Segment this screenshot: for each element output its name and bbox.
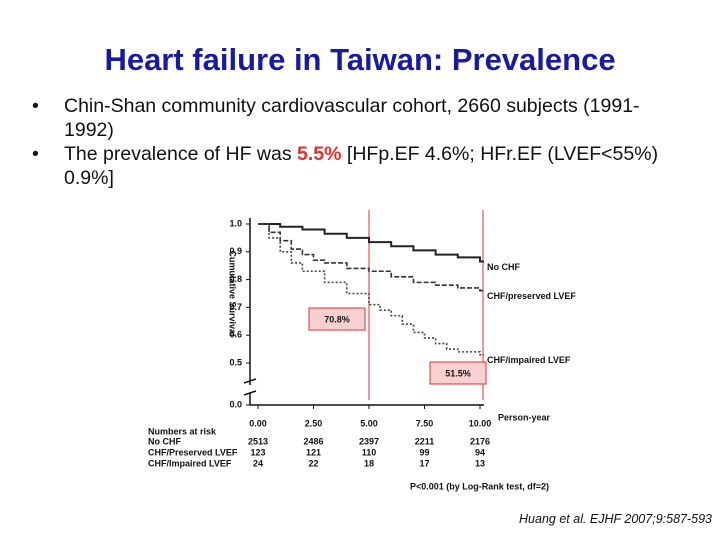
- legend-label: CHF/impaired LVEF: [487, 355, 571, 365]
- risk-value: 17: [419, 458, 429, 468]
- y-tick-label: 0.8: [229, 274, 242, 284]
- risk-row-name: CHF/Preserved LVEF: [148, 447, 238, 457]
- x-axis-label: Person-year: [498, 412, 551, 422]
- risk-value: 94: [475, 447, 485, 457]
- footnote: P<0.001 (by Log-Rank test, df=2): [410, 481, 549, 491]
- bullet: The prevalence of HF was 5.5% [HFp.EF 4.…: [28, 142, 668, 190]
- survival-curve: [258, 223, 484, 292]
- legend-label: No CHF: [487, 262, 520, 272]
- legend-label: CHF/preserved LVEF: [487, 291, 576, 301]
- bullet: Chin-Shan community cardiovascular cohor…: [28, 94, 668, 142]
- y-tick-label: 0.5: [229, 357, 242, 367]
- risk-value: 2397: [359, 436, 379, 446]
- risk-row-name: CHF/Impaired LVEF: [148, 458, 232, 468]
- annotation-box: [308, 307, 366, 331]
- bullet-text: [HFp.EF 4.6%; HFr.EF (LVEF<55%) 0.9%]: [64, 143, 659, 189]
- annotation: 70.8%: [324, 314, 350, 324]
- citation: Huang et al. EJHF 2007;9:587-593: [519, 512, 712, 526]
- y-tick-label: 0.7: [229, 302, 242, 312]
- risk-value: 22: [308, 458, 318, 468]
- annotation-box: [429, 361, 487, 385]
- bullet-text: Chin-Shan community cardiovascular cohor…: [64, 95, 640, 141]
- risk-value: 121: [306, 447, 321, 457]
- x-tick-label: 0.00: [249, 418, 267, 428]
- x-tick-label: 5.00: [360, 418, 378, 428]
- x-tick-label: 2.50: [305, 418, 323, 428]
- risk-value: 99: [419, 447, 429, 457]
- risk-value: 18: [364, 458, 374, 468]
- risk-value: 110: [362, 447, 377, 457]
- risk-value: 2176: [470, 436, 490, 446]
- risk-value: 13: [475, 458, 485, 468]
- risk-value: 123: [250, 447, 265, 457]
- y-tick-label: 0.0: [229, 399, 242, 409]
- survival-curve: [258, 223, 484, 263]
- risk-value: 2211: [415, 436, 435, 446]
- risk-table-title: Numbers at risk: [148, 426, 217, 436]
- bullet-text: The prevalence of HF was: [64, 143, 298, 165]
- y-tick-label: 0.9: [229, 246, 242, 256]
- bullet-list: Chin-Shan community cardiovascular cohor…: [28, 94, 668, 190]
- risk-value: 2486: [303, 436, 323, 446]
- annotation: 51.5%: [445, 368, 471, 378]
- slide-title: Heart failure in Taiwan: Prevalence: [104, 42, 616, 77]
- x-tick-label: 10.00: [469, 418, 492, 428]
- risk-row-name: No CHF: [148, 436, 181, 446]
- axis-break: [243, 390, 257, 396]
- y-tick-label: 1.0: [229, 218, 242, 228]
- risk-value: 24: [253, 458, 263, 468]
- highlight: 5.5%: [297, 143, 342, 165]
- survival-curve: [258, 223, 484, 356]
- x-tick-label: 7.50: [416, 418, 434, 428]
- risk-value: 2513: [248, 436, 268, 446]
- axis-break: [243, 378, 257, 384]
- y-tick-label: 0.6: [229, 330, 242, 340]
- y-axis-label: Cumulative Survival: [228, 250, 238, 336]
